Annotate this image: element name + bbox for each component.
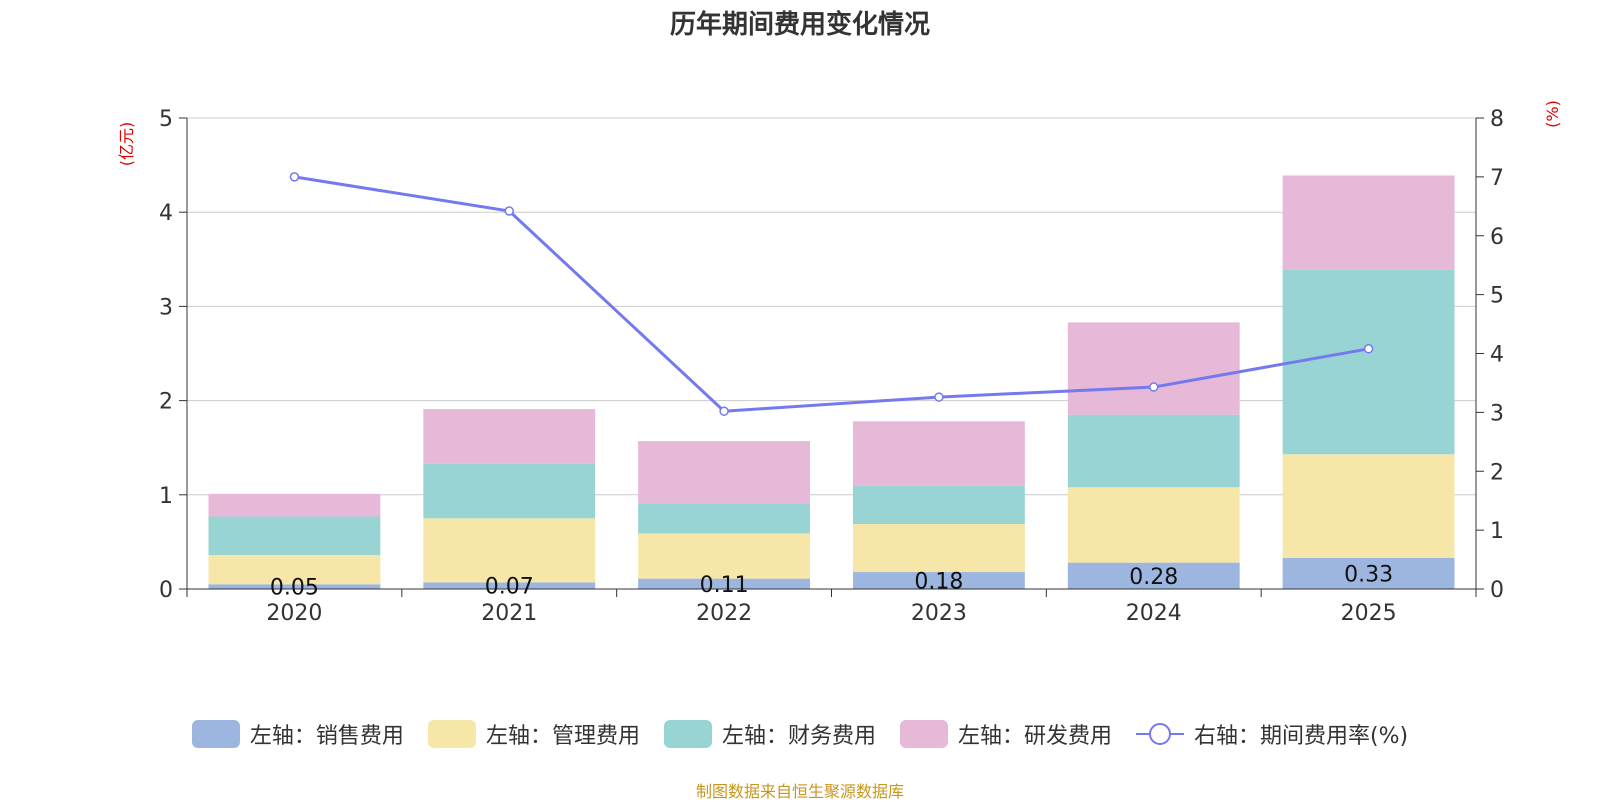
data-labels: 0.05 0.07 0.11 0.18 0.28 0.33 bbox=[270, 562, 1393, 600]
legend-label-rate: 右轴：期间费用率(%) bbox=[1193, 724, 1409, 749]
bar-2021-series-3 bbox=[423, 409, 596, 464]
bar-2022-series-3 bbox=[638, 441, 811, 504]
sales-label-2023: 0.18 bbox=[914, 570, 963, 595]
rate-point-2024 bbox=[1149, 382, 1159, 392]
legend-item-admin[interactable]: 左轴：管理费用 bbox=[427, 718, 640, 750]
legend-swatch-admin bbox=[427, 720, 476, 748]
bar-2020-series-0 bbox=[208, 584, 381, 589]
legend-label-rnd: 左轴：研发费用 bbox=[957, 724, 1112, 749]
legend-item-rate[interactable]: 右轴：期间费用率(%) bbox=[1135, 718, 1409, 750]
left-tick-label-1: 1 bbox=[159, 484, 173, 509]
rate-point-2023 bbox=[934, 392, 944, 402]
bar-2022-series-2 bbox=[638, 503, 811, 534]
bar-2025-series-3 bbox=[1282, 175, 1455, 270]
bar-2021-series-0 bbox=[423, 582, 596, 589]
x-tick-label-2024: 2024 bbox=[1126, 601, 1182, 626]
rate-point-2022 bbox=[719, 406, 729, 416]
right-tick-label-5: 5 bbox=[1490, 284, 1504, 309]
bar-2024-series-2 bbox=[1067, 414, 1240, 488]
left-axis-title: (亿元) bbox=[117, 122, 136, 167]
sales-label-2022: 0.11 bbox=[700, 573, 749, 598]
rate-point-2020 bbox=[289, 172, 300, 182]
legend-swatch-rnd bbox=[899, 720, 948, 748]
legend-swatch-sales bbox=[191, 720, 240, 748]
bar-2023-series-2 bbox=[852, 485, 1025, 525]
rate-line-path bbox=[294, 175, 1369, 413]
sales-label-2024: 0.28 bbox=[1129, 565, 1178, 590]
right-tick-label-8: 8 bbox=[1490, 107, 1504, 132]
right-tick-label-7: 7 bbox=[1490, 166, 1504, 191]
bar-2020-series-3 bbox=[208, 493, 381, 517]
sales-label-2025: 0.33 bbox=[1344, 562, 1393, 587]
x-tick-label-2022: 2022 bbox=[696, 601, 752, 626]
sales-label-2020: 0.05 bbox=[270, 576, 319, 601]
bar-2024-series-0 bbox=[1067, 562, 1240, 589]
left-tick-label-4: 4 bbox=[159, 201, 173, 226]
bar-2025-series-2 bbox=[1282, 269, 1455, 455]
chart-title: 历年期间费用变化情况 bbox=[669, 10, 930, 40]
axes: 0 1 2 3 4 5 0 1 2 3 4 5 6 7 8 2020 2021 2022 2023 2024 2025 (… bbox=[117, 100, 1562, 626]
legend-swatch-finance bbox=[663, 720, 712, 748]
bar-2024-series-1 bbox=[1067, 487, 1240, 563]
bar-2023-series-1 bbox=[852, 524, 1025, 573]
bar-2024-series-3 bbox=[1067, 322, 1240, 415]
x-tick-label-2023: 2023 bbox=[911, 601, 967, 626]
right-axis-title: (%) bbox=[1543, 100, 1562, 128]
legend-item-finance[interactable]: 左轴：财务费用 bbox=[663, 718, 876, 750]
right-tick-label-4: 4 bbox=[1490, 343, 1504, 368]
bar-2025-series-1 bbox=[1282, 454, 1455, 558]
legend-line-icon bbox=[1135, 723, 1184, 745]
bar-2023-series-0 bbox=[852, 572, 1025, 589]
bars bbox=[208, 175, 1455, 589]
legend-item-sales[interactable]: 左轴：销售费用 bbox=[191, 718, 404, 750]
rate-point-2021 bbox=[504, 206, 514, 216]
gridlines bbox=[187, 117, 1476, 496]
legend-label-finance: 左轴：财务费用 bbox=[721, 724, 876, 749]
x-tick-label-2020: 2020 bbox=[266, 601, 322, 626]
left-tick-label-3: 3 bbox=[159, 295, 173, 320]
bar-2022-series-0 bbox=[638, 578, 811, 589]
left-tick-label-5: 5 bbox=[159, 107, 173, 132]
bar-2021-series-2 bbox=[423, 463, 596, 519]
x-tick-label-2021: 2021 bbox=[481, 601, 537, 626]
right-tick-label-2: 2 bbox=[1490, 460, 1504, 485]
right-tick-label-6: 6 bbox=[1490, 225, 1504, 250]
bar-2023-series-3 bbox=[852, 421, 1025, 486]
bar-2020-series-2 bbox=[208, 516, 381, 556]
right-tick-label-1: 1 bbox=[1490, 519, 1504, 544]
right-tick-label-0: 0 bbox=[1490, 578, 1504, 603]
legend: 左轴：销售费用 左轴：管理费用 左轴：财务费用 左轴：研发费用 右轴：期间费用率… bbox=[0, 718, 1600, 750]
rate-point-2025 bbox=[1363, 344, 1374, 354]
x-tick-label-2025: 2025 bbox=[1341, 601, 1397, 626]
bar-2020-series-1 bbox=[208, 555, 381, 585]
rate-line bbox=[289, 172, 1374, 416]
legend-label-sales: 左轴：销售费用 bbox=[249, 724, 404, 749]
legend-label-admin: 左轴：管理费用 bbox=[485, 724, 640, 749]
bar-2021-series-1 bbox=[423, 518, 596, 583]
left-tick-label-2: 2 bbox=[159, 390, 173, 415]
legend-item-rnd[interactable]: 左轴：研发费用 bbox=[899, 718, 1112, 750]
right-tick-label-3: 3 bbox=[1490, 401, 1504, 426]
data-source-note: 制图数据来自恒生聚源数据库 bbox=[695, 782, 904, 801]
bar-2022-series-1 bbox=[638, 533, 811, 579]
left-tick-label-0: 0 bbox=[159, 578, 173, 603]
bar-2025-series-0 bbox=[1282, 557, 1455, 589]
sales-label-2021: 0.07 bbox=[485, 575, 534, 600]
